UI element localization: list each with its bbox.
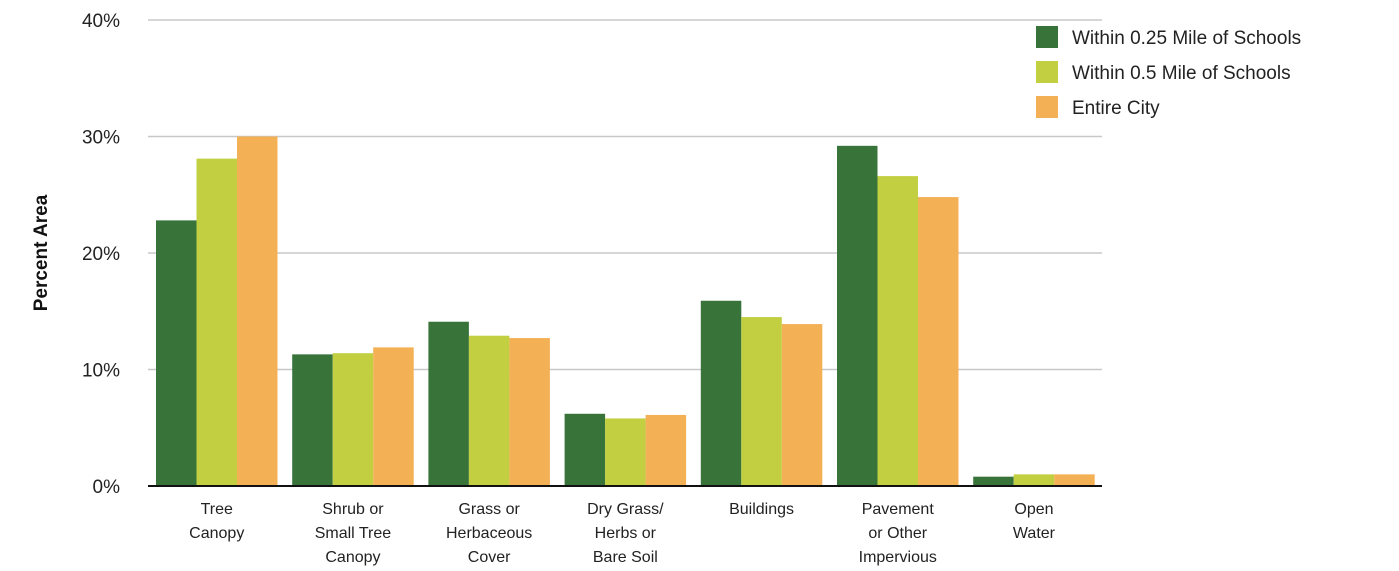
category-label-line: Dry Grass/ <box>587 501 664 518</box>
bar <box>645 414 687 486</box>
category-label: Pavement or Other Impervious <box>859 501 937 566</box>
bar <box>332 353 374 486</box>
y-tick-label: 0% <box>93 477 121 498</box>
legend-swatch <box>1036 26 1058 48</box>
category-label: Buildings <box>729 501 794 518</box>
category-label-line: Canopy <box>325 549 380 566</box>
category-label-line: Tree <box>201 501 233 518</box>
category-label-line: Canopy <box>189 525 244 542</box>
bar <box>918 197 959 486</box>
category-labels: Tree Canopy Shrub or Small Tree Canopy Grass … <box>189 501 1055 566</box>
legend-swatch <box>1036 96 1058 118</box>
bar <box>973 476 1014 486</box>
category-label-line: Bare Soil <box>593 549 658 566</box>
category-label: Shrub or Small Tree Canopy <box>315 501 392 566</box>
bar <box>428 321 469 486</box>
bars <box>156 136 1095 487</box>
bar <box>1054 474 1095 486</box>
bar <box>700 300 742 486</box>
y-tick-label: 40% <box>82 11 120 32</box>
legend-swatch <box>1036 61 1058 83</box>
category-label-line: Buildings <box>729 501 794 518</box>
bar <box>373 347 414 486</box>
y-tick-label: 10% <box>82 361 120 382</box>
y-tick-label: 30% <box>82 128 120 149</box>
category-label: Tree Canopy <box>189 501 244 542</box>
category-label-line: Open <box>1014 501 1053 518</box>
category-label-line: Herbs or <box>595 525 657 542</box>
bar <box>509 338 550 486</box>
bar <box>156 220 197 486</box>
bar <box>237 136 278 486</box>
bar <box>741 317 782 486</box>
category-label: Grass or Herbaceous Cover <box>446 501 532 566</box>
category-label-line: or Other <box>868 525 927 542</box>
category-label-line: Cover <box>468 549 511 566</box>
bar <box>292 354 333 486</box>
bar <box>196 158 237 486</box>
y-axis-label: Percent Area <box>31 194 52 311</box>
category-label-line: Shrub or <box>322 501 384 518</box>
bar <box>468 335 510 486</box>
category-label: Open Water <box>1013 501 1056 542</box>
legend-label: Within 0.5 Mile of Schools <box>1072 63 1291 84</box>
bar <box>837 145 878 486</box>
y-tick-label: 20% <box>82 244 120 265</box>
gridlines <box>148 19 1102 371</box>
category-label-line: Grass or <box>458 501 520 518</box>
category-label-line: Pavement <box>862 501 935 518</box>
bar <box>781 324 823 486</box>
legend-label: Entire City <box>1072 98 1160 119</box>
category-label-line: Impervious <box>859 549 937 566</box>
bar <box>1013 474 1055 486</box>
y-axis-ticks: 0% 10% 20% 30% 40% <box>82 11 120 498</box>
category-label-line: Herbaceous <box>446 525 532 542</box>
bar <box>564 413 606 486</box>
legend: Within 0.25 Mile of Schools Within 0.5 Mi… <box>1036 26 1301 119</box>
bar <box>877 176 918 487</box>
category-label-line: Water <box>1013 525 1056 542</box>
category-label-line: Small Tree <box>315 525 392 542</box>
category-label: Dry Grass/Herbs or Bare Soil <box>587 501 664 566</box>
bar <box>605 418 646 486</box>
legend-label: Within 0.25 Mile of Schools <box>1072 28 1301 49</box>
